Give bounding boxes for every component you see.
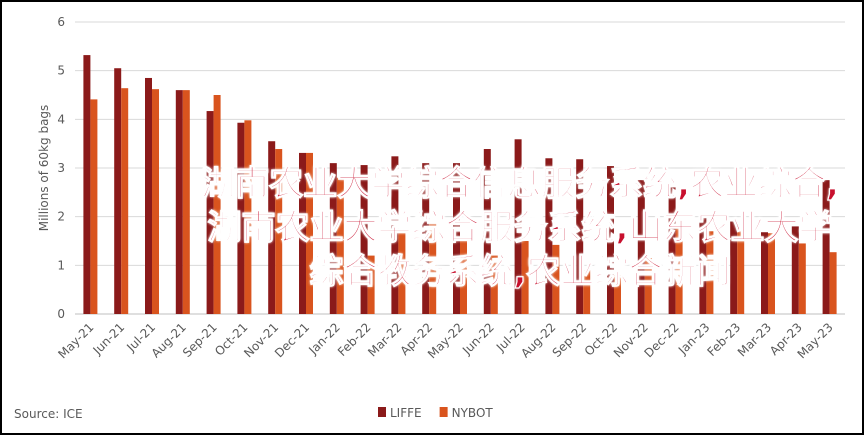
bar (614, 275, 621, 314)
bar (607, 166, 614, 314)
legend-swatch (378, 407, 386, 417)
bar (545, 158, 553, 314)
bar (483, 149, 491, 314)
bar (336, 177, 344, 314)
y-tick-label: 3 (57, 161, 65, 175)
bar (490, 255, 498, 314)
bar (453, 163, 460, 314)
bar (798, 243, 806, 314)
bar (306, 152, 313, 314)
bar (514, 139, 522, 314)
bar (552, 244, 560, 314)
overlay-text: 湖南农业大学综合信息服务系统,农业综合,湖南农业大学综合服务系统,山东农业大学综… (200, 163, 839, 292)
bar (822, 180, 830, 314)
bar (737, 231, 745, 314)
bar (637, 180, 645, 314)
bar (761, 232, 768, 314)
bar (675, 226, 683, 314)
bar (329, 163, 337, 314)
bar (121, 88, 129, 314)
legend-swatch (439, 407, 448, 417)
bar (206, 111, 214, 314)
bar (182, 90, 190, 314)
bar (706, 231, 714, 314)
bar (367, 255, 375, 314)
bar (360, 165, 368, 314)
bar (583, 270, 591, 314)
bar (521, 241, 529, 314)
bar (175, 90, 183, 314)
bar (83, 55, 91, 315)
y-tick-label: 1 (57, 258, 65, 272)
bar (644, 258, 652, 314)
y-tick-label: 0 (57, 307, 65, 321)
bar (90, 99, 98, 314)
bar (730, 221, 738, 314)
legend-label: NYBOT (452, 406, 494, 420)
bar (699, 216, 707, 314)
source: Source: ICE (14, 407, 83, 421)
bar (668, 187, 676, 314)
y-tick-label: 6 (57, 15, 65, 29)
bar (152, 89, 159, 314)
bar (460, 241, 467, 314)
bar (145, 77, 152, 314)
bar (237, 122, 245, 315)
bar (829, 252, 837, 314)
bar (299, 152, 306, 314)
y-tick-label: 4 (57, 112, 65, 126)
legend-label: LIFFE (390, 406, 422, 420)
bar (429, 221, 437, 314)
bar (398, 231, 406, 314)
bar (275, 149, 283, 314)
bar (422, 163, 430, 314)
y-tick-label: 5 (57, 64, 65, 78)
bar (213, 95, 221, 314)
y-tick-label: 2 (57, 210, 65, 224)
bar (791, 226, 799, 314)
y-axis-label: Millions of 60kg bags (37, 105, 51, 232)
bar (114, 68, 122, 314)
bar (268, 141, 276, 314)
bar (576, 159, 584, 314)
bar (768, 233, 775, 314)
bar (391, 156, 399, 314)
bar (244, 120, 252, 314)
